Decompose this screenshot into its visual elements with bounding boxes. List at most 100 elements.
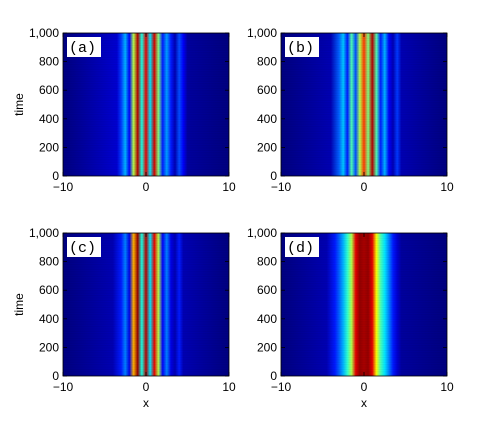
time-band xyxy=(281,366,447,368)
time-band xyxy=(63,287,229,290)
y-tick-label: 1,000 xyxy=(247,26,277,40)
y-axis-label: time xyxy=(12,293,26,316)
time-band xyxy=(281,75,447,78)
time-band xyxy=(281,171,447,173)
time-band xyxy=(63,321,229,323)
time-band xyxy=(281,97,447,99)
panel-tag-box xyxy=(67,237,101,257)
time-band xyxy=(281,99,447,101)
time-band xyxy=(281,154,447,156)
panel-tag: (a) xyxy=(69,40,96,57)
time-band xyxy=(281,121,447,123)
time-band xyxy=(63,256,229,259)
time-band xyxy=(281,361,447,363)
time-band xyxy=(63,364,229,366)
time-band xyxy=(281,44,447,47)
time-band xyxy=(281,309,447,311)
y-tick-label: 800 xyxy=(39,55,59,69)
time-band xyxy=(281,106,447,109)
time-band xyxy=(281,59,447,61)
time-band xyxy=(63,80,229,82)
x-tick-label: 10 xyxy=(222,180,236,194)
time-band xyxy=(63,94,229,97)
time-band xyxy=(63,252,229,254)
time-band xyxy=(63,78,229,80)
time-band xyxy=(63,49,229,51)
time-band xyxy=(281,166,447,168)
time-band xyxy=(281,159,447,161)
time-band xyxy=(63,368,229,371)
time-band xyxy=(281,125,447,128)
time-band xyxy=(281,263,447,266)
time-band xyxy=(63,56,229,59)
time-band xyxy=(281,321,447,323)
time-band xyxy=(63,278,229,280)
time-band xyxy=(281,333,447,335)
time-band xyxy=(281,116,447,118)
time-band xyxy=(281,345,447,347)
y-tick-label: 600 xyxy=(257,283,277,297)
panel-tag-box xyxy=(67,37,101,57)
time-band xyxy=(281,318,447,320)
y-tick-label: 1,000 xyxy=(29,26,59,40)
time-band xyxy=(63,299,229,301)
time-band xyxy=(63,121,229,123)
time-band xyxy=(281,92,447,94)
time-band xyxy=(63,168,229,171)
time-band xyxy=(281,128,447,130)
time-band xyxy=(281,135,447,137)
panel-tag-box xyxy=(285,37,319,57)
time-band xyxy=(63,271,229,273)
time-band xyxy=(281,244,447,247)
x-tick-label: 10 xyxy=(222,380,236,394)
time-band xyxy=(281,328,447,330)
time-band xyxy=(63,42,229,44)
time-band xyxy=(281,271,447,273)
time-band xyxy=(281,273,447,275)
time-band xyxy=(63,292,229,294)
time-band xyxy=(281,56,447,59)
time-band xyxy=(63,340,229,342)
time-band xyxy=(63,145,229,147)
time-band xyxy=(63,349,229,351)
time-band xyxy=(281,42,447,44)
time-band xyxy=(63,247,229,249)
time-band xyxy=(63,114,229,116)
y-axis-label: time xyxy=(12,93,26,116)
y-tick-label: 400 xyxy=(257,112,277,126)
time-band xyxy=(281,266,447,268)
time-band xyxy=(63,68,229,70)
time-band xyxy=(281,349,447,351)
time-band xyxy=(63,133,229,135)
time-band xyxy=(63,97,229,99)
time-band xyxy=(281,252,447,254)
time-band xyxy=(281,149,447,151)
time-band xyxy=(63,356,229,359)
time-band xyxy=(281,90,447,92)
time-band xyxy=(63,306,229,309)
time-band xyxy=(63,135,229,137)
time-band xyxy=(63,342,229,344)
time-band xyxy=(281,316,447,318)
y-tick-label: 200 xyxy=(39,140,59,154)
time-band xyxy=(281,63,447,66)
time-band xyxy=(63,333,229,335)
time-band xyxy=(281,61,447,63)
time-band xyxy=(63,318,229,320)
time-band xyxy=(63,240,229,242)
time-band xyxy=(281,292,447,294)
time-band xyxy=(63,328,229,330)
time-band xyxy=(281,237,447,239)
x-tick-label: −10 xyxy=(271,380,292,394)
time-band xyxy=(281,354,447,356)
time-band xyxy=(63,297,229,299)
time-band xyxy=(63,52,229,54)
x-tick-label: 0 xyxy=(361,180,368,194)
time-band xyxy=(281,123,447,125)
time-band xyxy=(63,325,229,328)
time-band xyxy=(63,142,229,144)
time-band xyxy=(63,118,229,120)
time-band xyxy=(63,154,229,156)
